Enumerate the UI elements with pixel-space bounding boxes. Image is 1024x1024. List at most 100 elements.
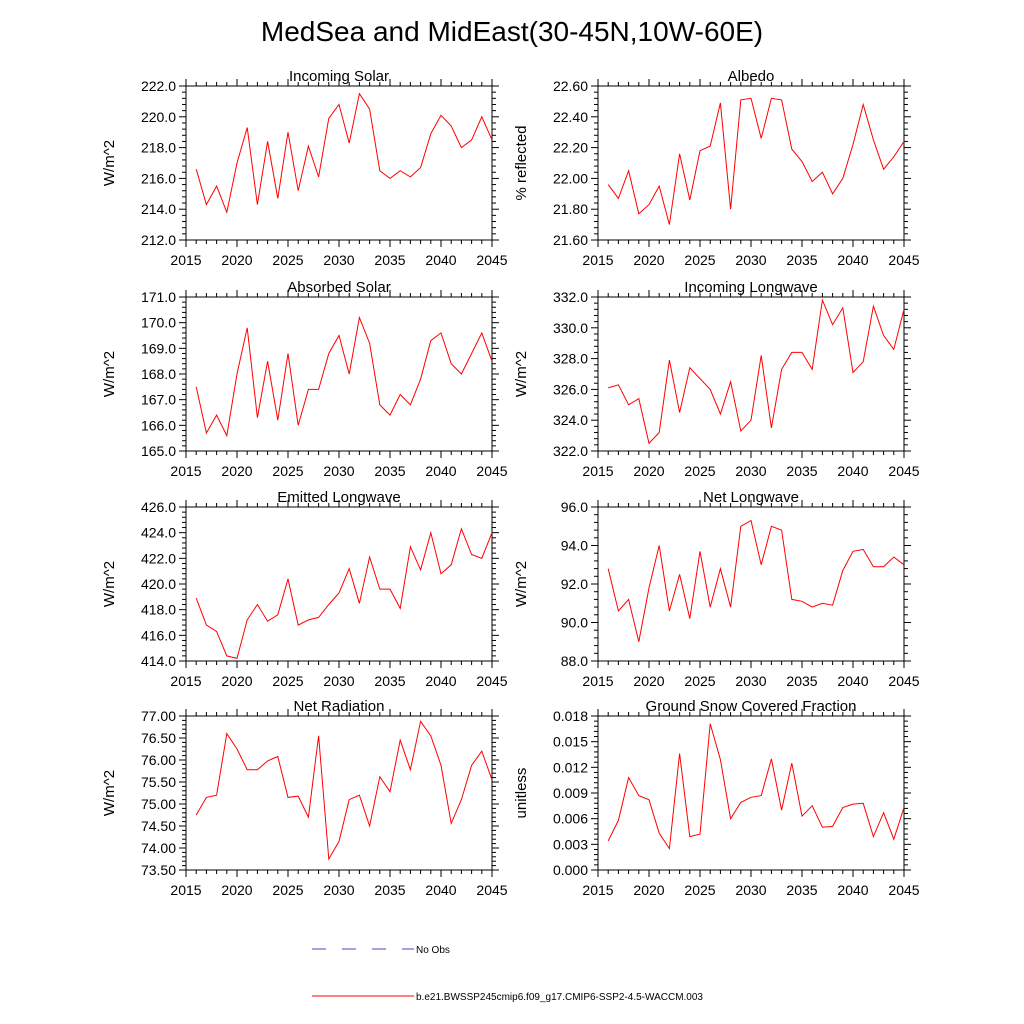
x-tick-label: 2020 — [633, 463, 664, 479]
figure-title: MedSea and MidEast(30-45N,10W-60E) — [261, 16, 763, 47]
y-tick-label: 77.00 — [141, 708, 176, 724]
x-tick-label: 2040 — [837, 673, 868, 689]
x-tick-label: 2040 — [425, 463, 456, 479]
y-tick-label: 165.0 — [141, 443, 176, 459]
series-line — [195, 92, 493, 215]
x-tick-label: 2015 — [170, 673, 201, 689]
y-tick-label: 169.0 — [141, 340, 176, 356]
y-tick-label: 171.0 — [141, 289, 176, 305]
y-tick-label: 22.40 — [553, 109, 588, 125]
y-axis-label: unitless — [513, 768, 530, 819]
legend-obs-label: No Obs — [416, 945, 450, 956]
x-tick-label: 2025 — [684, 463, 715, 479]
y-axis-label: % reflected — [513, 125, 530, 200]
y-tick-label: 426.0 — [141, 499, 176, 515]
y-tick-label: 0.012 — [553, 759, 588, 775]
x-tick-label: 2045 — [476, 673, 507, 689]
y-tick-label: 0.003 — [553, 836, 588, 852]
x-tick-label: 2015 — [582, 252, 613, 268]
x-tick-label: 2020 — [221, 882, 252, 898]
y-tick-label: 21.60 — [553, 232, 588, 248]
y-tick-label: 214.0 — [141, 201, 176, 217]
y-tick-label: 218.0 — [141, 140, 176, 156]
y-tick-label: 22.60 — [553, 78, 588, 94]
panel-albedo: Albedo % reflected 21.60 21.80 22.00 22.20 22.… — [513, 68, 920, 268]
legend-model-label: b.e21.BWSSP245cmip6.f09_g17.CMIP6-SSP2-4… — [416, 992, 703, 1003]
x-tick-label: 2045 — [476, 463, 507, 479]
x-tick-label: 2030 — [323, 673, 354, 689]
x-tick-label: 2030 — [735, 463, 766, 479]
panel-title: Net Radiation — [294, 698, 385, 715]
y-tick-label: 328.0 — [553, 351, 588, 367]
y-tick-label: 332.0 — [553, 289, 588, 305]
series-line — [608, 298, 905, 445]
y-axis-label: W/m^2 — [101, 140, 118, 186]
x-tick-label: 2025 — [272, 252, 303, 268]
y-tick-label: 0.000 — [553, 862, 588, 878]
x-tick-label: 2025 — [272, 463, 303, 479]
y-tick-label: 212.0 — [141, 232, 176, 248]
x-tick-label: 2040 — [425, 252, 456, 268]
series-line — [607, 97, 905, 225]
y-tick-label: 414.0 — [141, 653, 176, 669]
panel-emitted-longwave: Emitted Longwave W/m^2 414.0 416.0 418.0 420.… — [101, 489, 508, 689]
x-tick-label: 2045 — [476, 252, 507, 268]
x-tick-label: 2030 — [735, 882, 766, 898]
x-tick-label: 2025 — [684, 882, 715, 898]
y-tick-label: 220.0 — [141, 109, 176, 125]
x-tick-label: 2045 — [888, 673, 919, 689]
series-line — [195, 527, 493, 660]
series-line — [195, 315, 493, 438]
x-tick-label: 2035 — [786, 252, 817, 268]
y-tick-label: 73.50 — [141, 862, 176, 878]
y-tick-label: 322.0 — [553, 443, 588, 459]
x-tick-label: 2035 — [374, 882, 405, 898]
panel-title: Emitted Longwave — [277, 489, 400, 506]
legend: No Obs b.e21.BWSSP245cmip6.f09_g17.CMIP6… — [312, 945, 703, 1003]
x-tick-label: 2015 — [582, 673, 613, 689]
y-tick-label: 76.00 — [141, 752, 176, 768]
y-tick-label: 88.0 — [561, 653, 588, 669]
y-axis-label: W/m^2 — [513, 351, 530, 397]
y-tick-label: 418.0 — [141, 602, 176, 618]
y-tick-label: 76.50 — [141, 730, 176, 746]
y-tick-label: 420.0 — [141, 576, 176, 592]
x-tick-label: 2020 — [633, 252, 664, 268]
y-tick-label: 168.0 — [141, 366, 176, 382]
panel-ground-snow-covered-fraction: Ground Snow Covered Fraction unitless 0.00… — [513, 698, 920, 898]
x-tick-label: 2040 — [837, 463, 868, 479]
panel-net-longwave: Net Longwave W/m^2 88.0 90.0 92.0 94.0 96.0 201… — [513, 489, 920, 689]
x-tick-label: 2035 — [786, 463, 817, 479]
y-tick-label: 0.015 — [553, 734, 588, 750]
x-tick-label: 2040 — [837, 882, 868, 898]
x-tick-label: 2035 — [786, 673, 817, 689]
panel-title: Ground Snow Covered Fraction — [646, 698, 857, 715]
y-tick-label: 22.00 — [553, 170, 588, 186]
x-tick-label: 2025 — [684, 673, 715, 689]
x-tick-label: 2020 — [633, 882, 664, 898]
y-tick-label: 74.50 — [141, 818, 176, 834]
panels: Incoming Solar W/m^2 212.0 214.0 216.0 218.0 2… — [101, 68, 920, 898]
x-tick-label: 2020 — [221, 252, 252, 268]
x-tick-label: 2035 — [374, 463, 405, 479]
y-tick-label: 0.009 — [553, 785, 588, 801]
y-tick-label: 330.0 — [553, 320, 588, 336]
y-axis-label: W/m^2 — [513, 561, 530, 607]
x-tick-label: 2040 — [837, 252, 868, 268]
y-tick-label: 167.0 — [141, 392, 176, 408]
x-tick-label: 2025 — [684, 252, 715, 268]
y-tick-label: 92.0 — [561, 576, 588, 592]
panel-incoming-solar: Incoming Solar W/m^2 212.0 214.0 216.0 218.0 2… — [101, 68, 508, 268]
y-tick-label: 90.0 — [561, 615, 588, 631]
x-tick-label: 2045 — [476, 882, 507, 898]
x-tick-label: 2030 — [735, 252, 766, 268]
x-tick-label: 2030 — [323, 882, 354, 898]
y-tick-label: 216.0 — [141, 170, 176, 186]
x-tick-label: 2015 — [582, 882, 613, 898]
y-tick-label: 416.0 — [141, 627, 176, 643]
y-axis-label: W/m^2 — [101, 770, 118, 816]
y-axis-label: W/m^2 — [101, 561, 118, 607]
y-tick-label: 0.006 — [553, 811, 588, 827]
x-tick-label: 2030 — [323, 463, 354, 479]
